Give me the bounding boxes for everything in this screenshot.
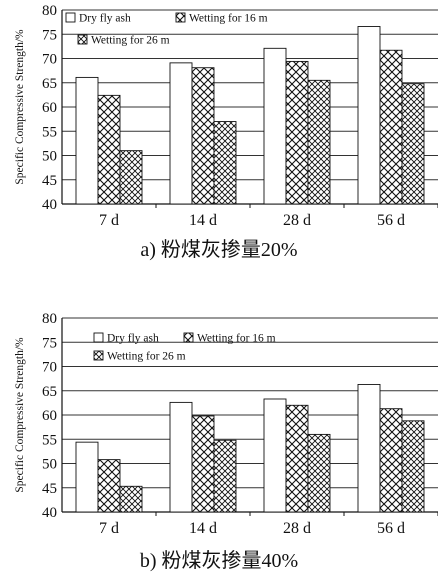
bar bbox=[169, 401, 193, 513]
legend-swatch bbox=[93, 350, 104, 361]
y-tick-label: 50 bbox=[42, 149, 57, 165]
y-tick-label: 75 bbox=[42, 335, 57, 351]
bar bbox=[213, 121, 237, 205]
panel-caption: b) 粉煤灰掺量40% bbox=[140, 549, 298, 572]
x-tick-label: 56 d bbox=[377, 520, 405, 537]
bar bbox=[97, 94, 121, 205]
y-axis-label: Specific Compressive Strength/% bbox=[14, 29, 26, 185]
x-tick-label: 7 d bbox=[99, 520, 119, 537]
bar bbox=[307, 79, 331, 205]
bar bbox=[357, 383, 381, 513]
y-tick-label: 45 bbox=[42, 173, 57, 189]
y-tick-label: 40 bbox=[42, 505, 57, 521]
bar bbox=[119, 485, 143, 513]
bar bbox=[263, 398, 287, 513]
y-tick-label: 70 bbox=[42, 52, 57, 68]
y-tick-label: 80 bbox=[42, 3, 57, 19]
legend-swatch bbox=[93, 332, 104, 343]
legend-swatch bbox=[175, 12, 186, 23]
legend-label: Wetting for 16 m bbox=[189, 13, 268, 25]
panel-caption: a) 粉煤灰掺量20% bbox=[140, 238, 297, 261]
y-tick-label: 55 bbox=[42, 124, 57, 140]
legend-label: Wetting for 16 m bbox=[197, 333, 276, 345]
x-tick-label: 14 d bbox=[189, 212, 217, 229]
legend: Dry fly ash Wetting for 16 m Wetting for 2… bbox=[93, 332, 276, 363]
x-tick-label: 28 d bbox=[283, 520, 311, 537]
legend-label: Dry fly ash bbox=[79, 13, 131, 25]
y-tick-label: 65 bbox=[42, 76, 57, 92]
bar bbox=[263, 47, 287, 205]
y-tick-label: 80 bbox=[42, 311, 57, 327]
legend-swatch bbox=[183, 332, 194, 343]
y-tick-label: 55 bbox=[42, 432, 57, 448]
bar bbox=[213, 439, 237, 513]
x-tick-label: 28 d bbox=[283, 212, 311, 229]
y-tick-label: 65 bbox=[42, 384, 57, 400]
bar bbox=[169, 62, 193, 205]
bar bbox=[307, 433, 331, 513]
chart-panel-b: 40 45 50 55 60 65 70 75 80 Specific Compressive S… bbox=[14, 311, 438, 572]
legend-label: Wetting for 26 m bbox=[107, 351, 186, 363]
y-tick-label: 75 bbox=[42, 27, 57, 43]
legend-swatch bbox=[77, 34, 88, 45]
y-tick-label: 60 bbox=[42, 100, 57, 116]
bar bbox=[379, 408, 403, 513]
bar bbox=[75, 441, 99, 513]
y-tick-label: 50 bbox=[42, 457, 57, 473]
bar bbox=[401, 420, 425, 513]
legend-swatch bbox=[65, 12, 76, 23]
y-axis-label: Specific Compressive Strength/% bbox=[14, 337, 26, 493]
y-tick-label: 60 bbox=[42, 408, 57, 424]
x-tick-label: 7 d bbox=[99, 212, 119, 229]
y-tick-label: 40 bbox=[42, 197, 57, 213]
x-tick-label: 56 d bbox=[377, 212, 405, 229]
bar bbox=[379, 49, 403, 205]
bar bbox=[285, 404, 309, 513]
y-tick-label: 70 bbox=[42, 360, 57, 376]
y-tick-label: 45 bbox=[42, 481, 57, 497]
x-tick-label: 14 d bbox=[189, 520, 217, 537]
bar bbox=[75, 76, 99, 205]
bar bbox=[191, 415, 215, 513]
bar bbox=[285, 60, 309, 205]
legend-label: Dry fly ash bbox=[107, 333, 159, 345]
bar bbox=[97, 459, 121, 513]
bar bbox=[357, 26, 381, 205]
bar bbox=[191, 67, 215, 205]
legend-label: Wetting for 26 m bbox=[91, 35, 170, 47]
bar bbox=[401, 83, 425, 205]
legend: Dry fly ash Wetting for 16 m Wetting for 2… bbox=[65, 12, 268, 47]
chart-panel-a: 40 45 50 55 60 65 70 75 80 Specific Compressive S… bbox=[14, 3, 438, 261]
bar bbox=[119, 150, 143, 205]
